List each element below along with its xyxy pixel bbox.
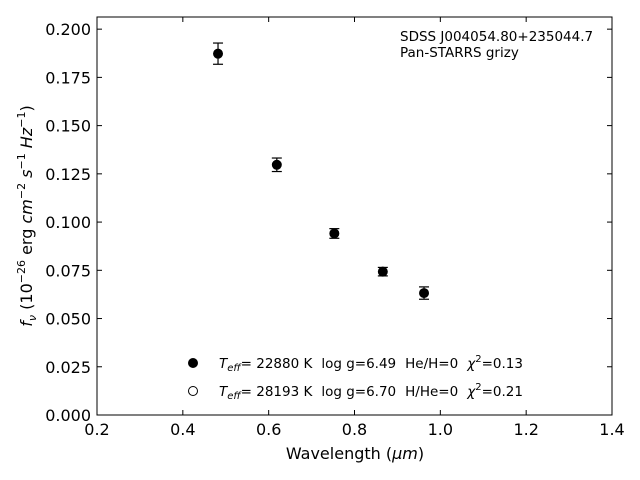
data-point [271,157,282,173]
y-tick-label: 0.025 [45,358,91,377]
x-axis-label: Wavelength (μm) [286,444,424,463]
y-axis: 0.000 0.025 0.050 0.075 0.100 0.125 0.150 0.175… [45,20,612,425]
y-tick-label: 0.125 [45,165,91,184]
data-points [213,42,430,300]
data-point [213,42,224,65]
x-tick-label: 1.4 [599,420,624,439]
y-tick-label: 0.200 [45,20,91,39]
legend-marker-open [188,386,198,396]
x-axis: 0.2 0.4 0.6 0.8 1.0 1.2 1.4 [84,17,625,439]
legend-marker-filled [188,358,198,368]
annotation-object-name: SDSS J004054.80+235044.7 [400,29,593,45]
y-tick-label: 0.175 [45,68,91,87]
data-marker [213,48,224,59]
data-point [419,286,430,300]
y-tick-label: 0.050 [45,310,91,329]
y-tick-label: 0.000 [45,406,91,425]
x-tick-label: 0.6 [256,420,281,439]
y-tick-label: 0.075 [45,261,91,280]
data-marker [329,228,340,239]
data-marker [271,159,282,170]
data-point [329,228,340,239]
data-marker [377,266,388,277]
x-tick-label: 1.2 [513,420,538,439]
x-tick-label: 0.8 [342,420,367,439]
data-marker [419,288,430,299]
x-tick-label: 0.2 [84,420,109,439]
data-point [377,266,388,277]
y-tick-label: 0.150 [45,117,91,136]
y-tick-label: 0.100 [45,213,91,232]
x-tick-label: 1.0 [428,420,453,439]
y-axis-label: fν (10−26 erg cm−2 s−1 Hz−1) [15,105,39,326]
annotation-survey: Pan-STARRS grizy [400,45,519,61]
x-tick-label: 0.4 [170,420,195,439]
